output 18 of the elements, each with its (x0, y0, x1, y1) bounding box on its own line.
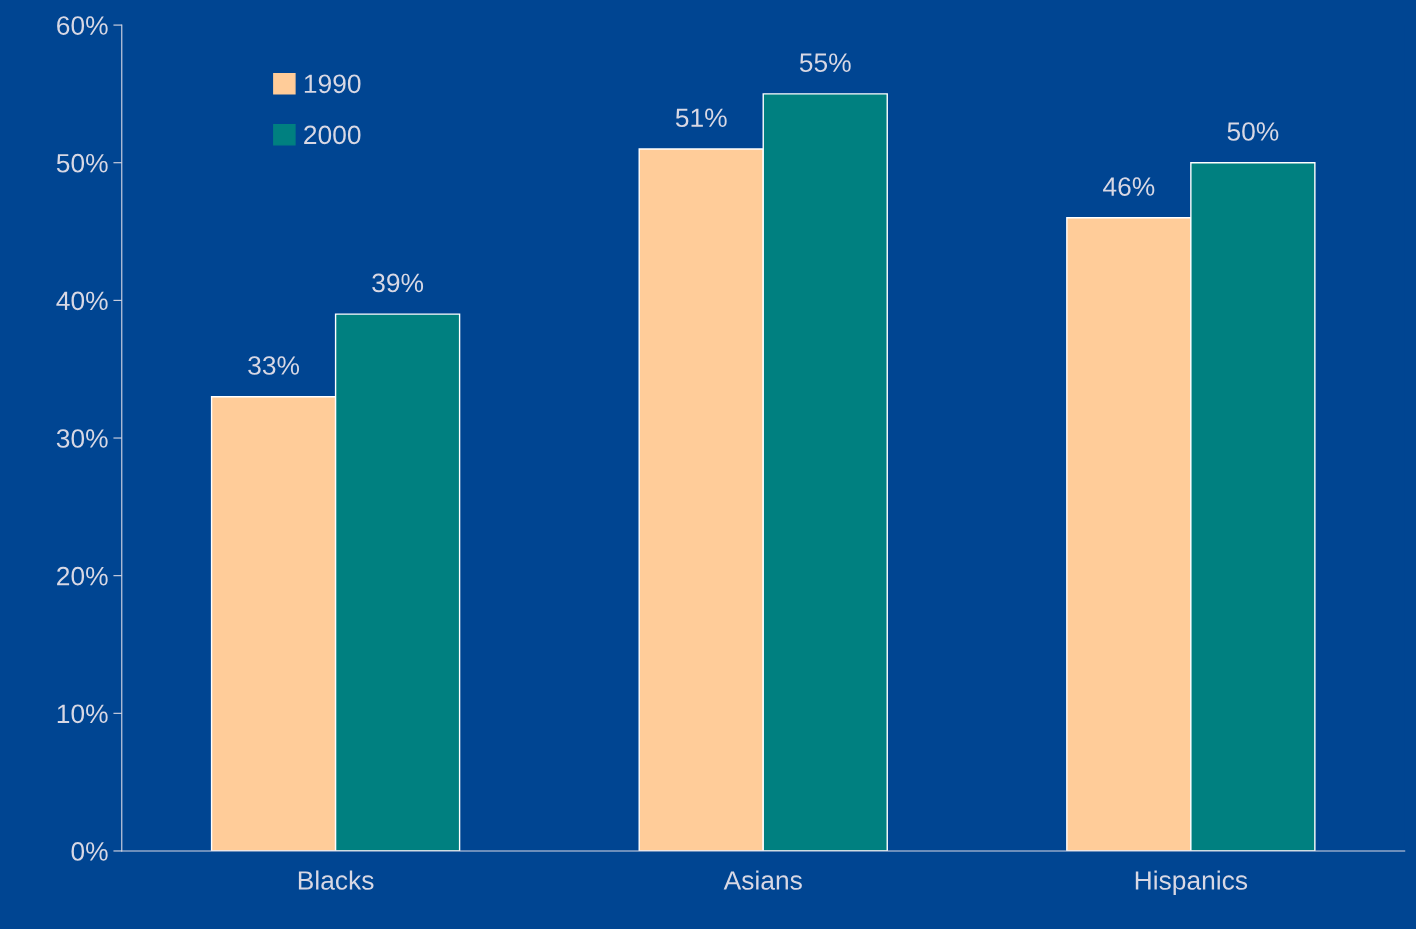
x-tick-label: Hispanics (1135, 870, 1248, 896)
y-tick-label: 10% (57, 704, 108, 724)
x-tick-label: Asians (723, 870, 802, 890)
y-tick-label: 50% (56, 153, 108, 173)
y-tick-label: 60% (57, 16, 108, 35)
legend-label: 1990 (304, 74, 361, 94)
data-label: 55% (799, 53, 851, 73)
y-tick-label: 30% (56, 429, 108, 448)
y-tick-label: 40% (56, 291, 108, 311)
y-tick-label: 0% (71, 842, 108, 861)
x-tick-label: Blacks (298, 870, 374, 890)
data-label: 46% (1103, 177, 1155, 196)
data-label: 51% (675, 108, 727, 128)
data-label: 33% (248, 356, 300, 375)
y-tick-label: 20% (57, 566, 108, 586)
data-label: 50% (1227, 122, 1279, 141)
legend-label: 2000 (304, 125, 361, 145)
data-label: 39% (372, 273, 424, 293)
